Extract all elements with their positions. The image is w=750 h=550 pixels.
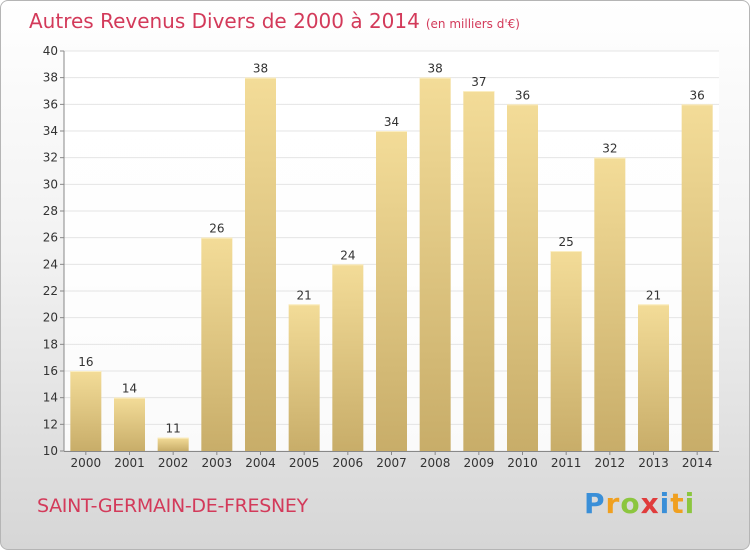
- data-label: 21: [646, 288, 661, 302]
- y-tick-label: 28: [43, 204, 58, 218]
- x-tick-label: 2001: [114, 456, 145, 470]
- y-tick-label: 40: [43, 44, 58, 58]
- bar: [638, 304, 669, 451]
- y-tick-label: 34: [43, 124, 58, 138]
- y-tick-label: 32: [43, 151, 58, 165]
- y-tick-label: 20: [43, 311, 58, 325]
- chart-unit: (en milliers d'€): [425, 17, 520, 31]
- data-label: 21: [297, 288, 312, 302]
- bar: [114, 397, 145, 451]
- commune-name: SAINT-GERMAIN-DE-FRESNEY: [37, 495, 308, 517]
- data-label: 32: [602, 142, 617, 156]
- bar: [550, 251, 582, 451]
- bar: [376, 131, 407, 451]
- data-label: 11: [166, 422, 181, 436]
- chart-title-text: Autres Revenus Divers de 2000 à 2014: [29, 9, 420, 33]
- logo-letter: i: [659, 487, 671, 520]
- data-label: 38: [253, 62, 268, 76]
- data-label: 24: [340, 248, 355, 262]
- data-label: 26: [209, 222, 224, 236]
- chart-title: Autres Revenus Divers de 2000 à 2014 (en …: [29, 9, 520, 33]
- y-tick-label: 12: [43, 417, 58, 431]
- logo-letter: r: [605, 487, 621, 520]
- logo-letter: x: [640, 487, 660, 520]
- proxiti-logo: Proxiti: [584, 487, 695, 520]
- x-tick-label: 2003: [202, 456, 233, 470]
- x-tick-label: 2008: [420, 456, 451, 470]
- data-label: 37: [471, 75, 486, 89]
- data-label: 14: [122, 382, 137, 396]
- bar: [463, 91, 495, 451]
- bar: [507, 104, 538, 451]
- bar: [332, 264, 364, 451]
- y-tick-label: 16: [43, 364, 58, 378]
- y-tick-label: 26: [43, 231, 58, 245]
- x-tick-label: 2007: [376, 456, 407, 470]
- data-label: 34: [384, 115, 399, 129]
- x-tick-label: 2004: [245, 456, 276, 470]
- bar: [594, 157, 626, 451]
- x-tick-label: 2009: [464, 456, 495, 470]
- y-tick-label: 38: [43, 71, 58, 85]
- bar: [201, 237, 233, 451]
- x-tick-label: 2000: [71, 456, 102, 470]
- bar: [70, 371, 102, 451]
- logo-letter: i: [684, 487, 696, 520]
- bar: [681, 104, 713, 451]
- y-tick-label: 30: [43, 177, 58, 191]
- x-tick-label: 2006: [333, 456, 364, 470]
- bar: [245, 77, 276, 452]
- y-tick-label: 18: [43, 337, 58, 351]
- y-tick-label: 22: [43, 284, 58, 298]
- y-tick-label: 24: [43, 257, 58, 271]
- logo-letter: t: [670, 487, 685, 520]
- x-tick-label: 2005: [289, 456, 320, 470]
- data-label: 36: [515, 88, 530, 102]
- bar: [288, 304, 320, 451]
- x-tick-label: 2010: [507, 456, 538, 470]
- y-tick-label: 36: [43, 97, 58, 111]
- bar: [157, 437, 189, 451]
- y-tick-label: 14: [43, 391, 58, 405]
- logo-letter: P: [584, 487, 606, 520]
- x-tick-label: 2002: [158, 456, 189, 470]
- y-tick-label: 10: [43, 444, 58, 458]
- x-tick-label: 2013: [638, 456, 669, 470]
- x-tick-label: 2011: [551, 456, 582, 470]
- x-tick-label: 2014: [682, 456, 713, 470]
- x-tick-label: 2012: [595, 456, 626, 470]
- data-label: 25: [559, 235, 574, 249]
- logo-letter: o: [620, 487, 641, 520]
- data-label: 36: [690, 88, 705, 102]
- bar: [419, 77, 451, 452]
- data-label: 16: [78, 355, 93, 369]
- data-label: 38: [428, 62, 443, 76]
